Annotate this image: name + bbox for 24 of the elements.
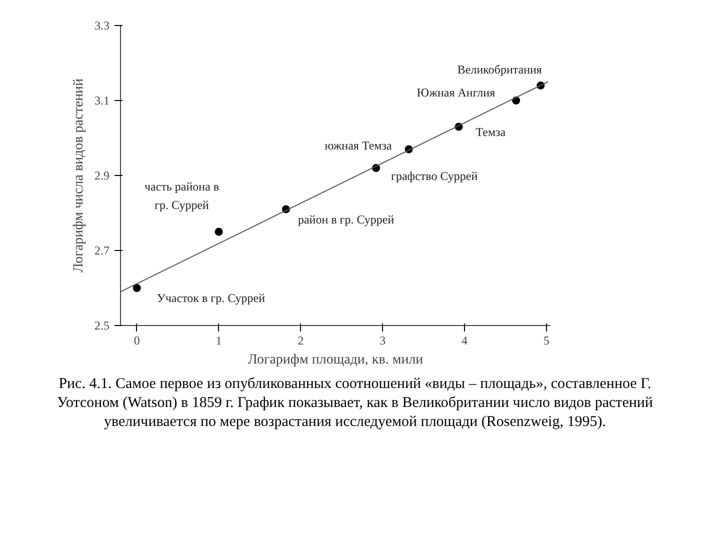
y-axis-title: Логарифм числа видов растений: [72, 78, 86, 273]
annotation: южная Темза: [324, 138, 392, 152]
y-tick-label: 2.5: [94, 318, 110, 332]
y-tick-label: 2.9: [94, 168, 110, 182]
point: [214, 228, 223, 236]
y-tick-label: 2.7: [94, 244, 110, 258]
x-tick-label: 3: [380, 334, 386, 348]
y-tick-label: 3.1: [94, 94, 110, 108]
annotation: Великобритания: [457, 62, 542, 76]
point: [132, 284, 141, 292]
y-tick-label: 3.3: [94, 18, 110, 32]
annotation: графство Суррей: [391, 169, 478, 183]
annotation: Темза: [476, 124, 506, 139]
annotation: район в гр. Суррей: [298, 212, 395, 226]
x-tick-label: 1: [216, 334, 222, 348]
x-tick-label: 0: [134, 334, 140, 348]
x-axis-title: Логарифм площади, кв. мили: [248, 352, 424, 368]
x-tick-label: 5: [543, 334, 550, 348]
annotation: Южная Англия: [416, 86, 496, 100]
x-tick-label: 2: [298, 334, 304, 348]
text: Рис. 4.1. Самое первое из опубликованных соотношений «виды – площадь», составленное Г. Уотсоном (Watson) в 1859 г. График показывает, как в Великобритании число видов растений увеличивается по мере возрастания исследуемой площади (Rosenzweig, 1995).: [56, 375, 654, 432]
x-tick-label: 4: [462, 334, 468, 348]
annotation: часть района в гр. Суррей: [144, 180, 220, 212]
annotation: Участок в гр. Суррей: [156, 291, 266, 305]
